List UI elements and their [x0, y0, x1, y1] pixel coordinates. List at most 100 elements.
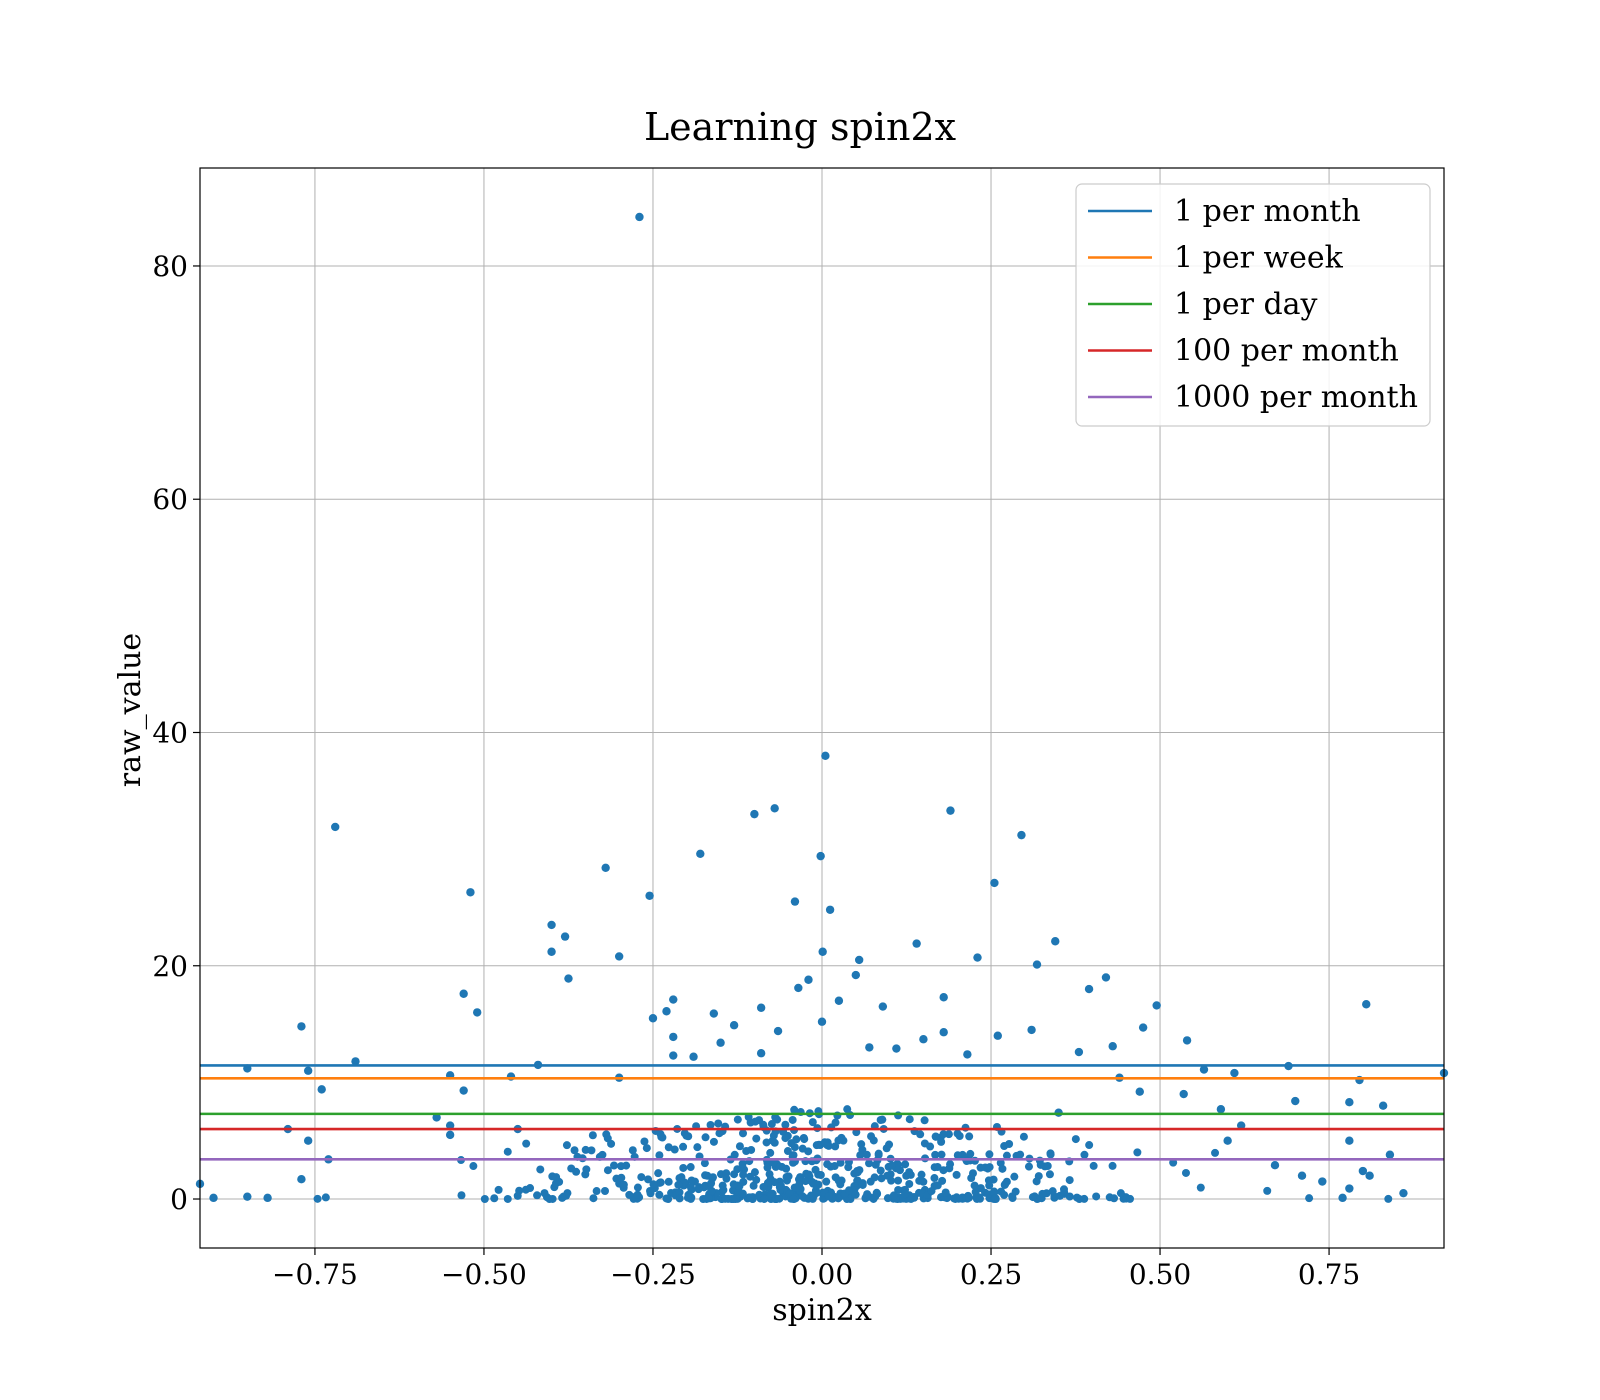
scatter-point: [738, 1159, 747, 1168]
scatter-point: [494, 1185, 503, 1194]
scatter-point: [781, 1134, 790, 1143]
scatter-point: [773, 1115, 782, 1124]
scatter-point: [480, 1195, 489, 1204]
scatter-point: [1038, 1189, 1047, 1198]
scatter-point: [836, 1180, 845, 1189]
scatter-point: [766, 1189, 775, 1198]
scatter-point: [996, 1158, 1005, 1167]
scatter-point: [770, 804, 779, 813]
scatter-point: [459, 1086, 468, 1095]
scatter-point: [843, 1105, 852, 1114]
scatter-point: [966, 1149, 975, 1158]
scatter-point: [1182, 1036, 1192, 1045]
scatter-point: [825, 905, 835, 914]
scatter-point: [548, 1172, 557, 1181]
scatter-point: [769, 1158, 778, 1167]
scatter-point: [679, 1142, 688, 1151]
scatter-point: [1084, 984, 1094, 994]
scatter-point: [655, 1151, 664, 1160]
scatter-point: [775, 1194, 784, 1203]
scatter-point: [1074, 1047, 1084, 1057]
scatter-point: [953, 1129, 962, 1138]
scatter-point: [503, 1194, 512, 1203]
scatter-point: [432, 1113, 441, 1122]
scatter-point: [1297, 1171, 1307, 1180]
scatter-point: [941, 1188, 950, 1197]
scatter-point: [817, 1017, 827, 1026]
scatter-point: [816, 1171, 825, 1180]
scatter-point: [919, 1035, 928, 1044]
scatter-point: [776, 1181, 785, 1190]
scatter-point: [752, 1134, 761, 1143]
scatter-point: [567, 1164, 576, 1173]
scatter-point: [1236, 1121, 1246, 1130]
scatter-point: [592, 1187, 601, 1196]
scatter-point: [729, 1021, 739, 1030]
scatter-point: [1230, 1068, 1239, 1078]
scatter-point: [633, 1183, 642, 1192]
scatter-point: [603, 1134, 612, 1143]
scatter-point: [930, 1174, 939, 1183]
scatter-point: [1065, 1176, 1074, 1185]
scatter-point: [552, 1179, 561, 1188]
scatter-point: [865, 1043, 874, 1052]
legend-label: 1000 per month: [1174, 380, 1418, 415]
scatter-point: [809, 1192, 818, 1201]
scatter-point: [905, 1115, 914, 1124]
scatter-point: [788, 1115, 797, 1124]
scatter-point: [1338, 1193, 1347, 1203]
scatter-point: [845, 1186, 854, 1195]
scatter-point: [739, 1129, 748, 1138]
scatter-point: [939, 993, 948, 1002]
scatter-point: [628, 1146, 637, 1155]
scatter-point: [655, 1190, 664, 1199]
legend: 1 per month 1 per week 1 per day 100 per mo…: [1075, 183, 1431, 427]
scatter-point: [790, 897, 800, 906]
scatter-point: [706, 1121, 715, 1130]
scatter-point: [321, 1193, 330, 1202]
scatter-point: [901, 1190, 910, 1199]
y-axis-label: raw_value: [113, 633, 148, 787]
scatter-point: [603, 1166, 612, 1175]
scatter-point: [836, 1158, 845, 1167]
scatter-point: [874, 1149, 883, 1158]
scatter-point: [540, 1189, 549, 1198]
scatter-point: [536, 1165, 545, 1174]
scatter-point: [738, 1189, 747, 1198]
scatter-point: [617, 1173, 626, 1182]
scatter-point: [985, 1181, 994, 1190]
scatter-point: [931, 1150, 940, 1159]
scatter-point: [694, 1185, 703, 1194]
scatter-point: [926, 1142, 935, 1151]
scatter-point: [856, 1151, 865, 1160]
scatter-point: [589, 1194, 598, 1203]
scatter-point: [781, 1120, 790, 1129]
reference-lines: [200, 1064, 1444, 1161]
scatter-point: [1046, 1150, 1055, 1159]
scatter-points: [195, 212, 1449, 1203]
scatter-point: [750, 1168, 759, 1177]
scatter-point: [892, 1044, 901, 1053]
scatter-point: [547, 920, 556, 930]
scatter-point: [209, 1193, 218, 1203]
y-axis: 0 20 40 60 80: [152, 250, 200, 1216]
scatter-point: [1196, 1183, 1205, 1192]
scatter-point: [687, 1176, 696, 1185]
scatter-point: [795, 1186, 804, 1195]
x-tick-label: −0.75: [272, 1258, 358, 1291]
scatter-point: [991, 1194, 1000, 1203]
scatter-point: [243, 1192, 252, 1201]
scatter-point: [1358, 1166, 1368, 1176]
scatter-point: [683, 1193, 692, 1202]
scatter-point: [1071, 1135, 1080, 1144]
scatter-point: [637, 1173, 646, 1182]
scatter-point: [715, 1129, 724, 1138]
legend-label: 1 per week: [1174, 241, 1344, 276]
scatter-point: [963, 1050, 972, 1059]
scatter-point: [993, 1031, 1002, 1040]
scatter-point: [822, 1177, 831, 1186]
legend-label: 1 per month: [1174, 194, 1361, 229]
scatter-point: [1008, 1194, 1017, 1203]
scatter-point: [1110, 1194, 1119, 1203]
